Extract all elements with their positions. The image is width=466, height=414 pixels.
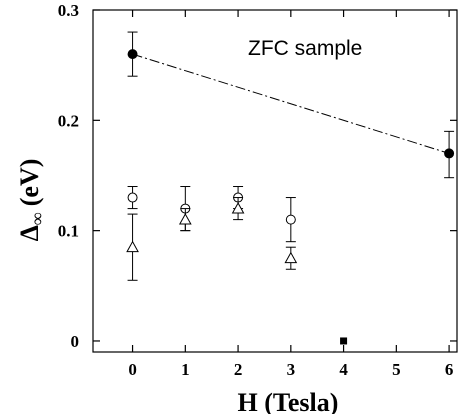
y-tick-label: 0.1	[58, 222, 79, 241]
x-tick-label: 0	[128, 360, 137, 379]
y-axis-title: Δ∞ (eV)	[15, 159, 47, 242]
data-point-filled-circle	[444, 148, 455, 159]
x-tick-label: 3	[287, 360, 296, 379]
y-tick-label: 0	[71, 332, 80, 351]
x-tick-label: 1	[181, 360, 190, 379]
y-axis-title-main: Δ	[15, 225, 44, 241]
data-point-open-circle	[127, 192, 138, 203]
axis-ticks: 0 1 2 3 4 5 6 0 0.1 0.2 0.3	[58, 1, 457, 379]
data-point-open-triangle	[126, 240, 139, 253]
annotation-label: ZFC sample	[248, 37, 362, 60]
data-series	[126, 31, 455, 345]
data-point-open-triangle	[284, 251, 298, 264]
data-point-filled-circle	[127, 49, 138, 60]
x-tick-label: 5	[392, 360, 401, 379]
data-point-open-triangle	[231, 202, 245, 214]
plot-frame	[92, 9, 458, 353]
data-point-open-triangle	[178, 213, 192, 225]
axes-frame	[92, 9, 458, 353]
y-tick-label: 0.2	[58, 111, 79, 130]
x-tick-label: 6	[445, 360, 454, 379]
data-point-filled-square	[340, 337, 348, 345]
data-point-open-circle	[285, 214, 296, 225]
x-tick-label: 2	[234, 360, 243, 379]
x-axis-title: H (Tesla)	[238, 388, 339, 414]
series-connecting-line	[132, 53, 450, 154]
y-axis-title-unit: (eV)	[15, 159, 44, 207]
x-tick-label: 4	[339, 360, 348, 379]
y-tick-label: 0.3	[58, 1, 79, 20]
y-axis-title-sub: ∞	[27, 212, 47, 225]
